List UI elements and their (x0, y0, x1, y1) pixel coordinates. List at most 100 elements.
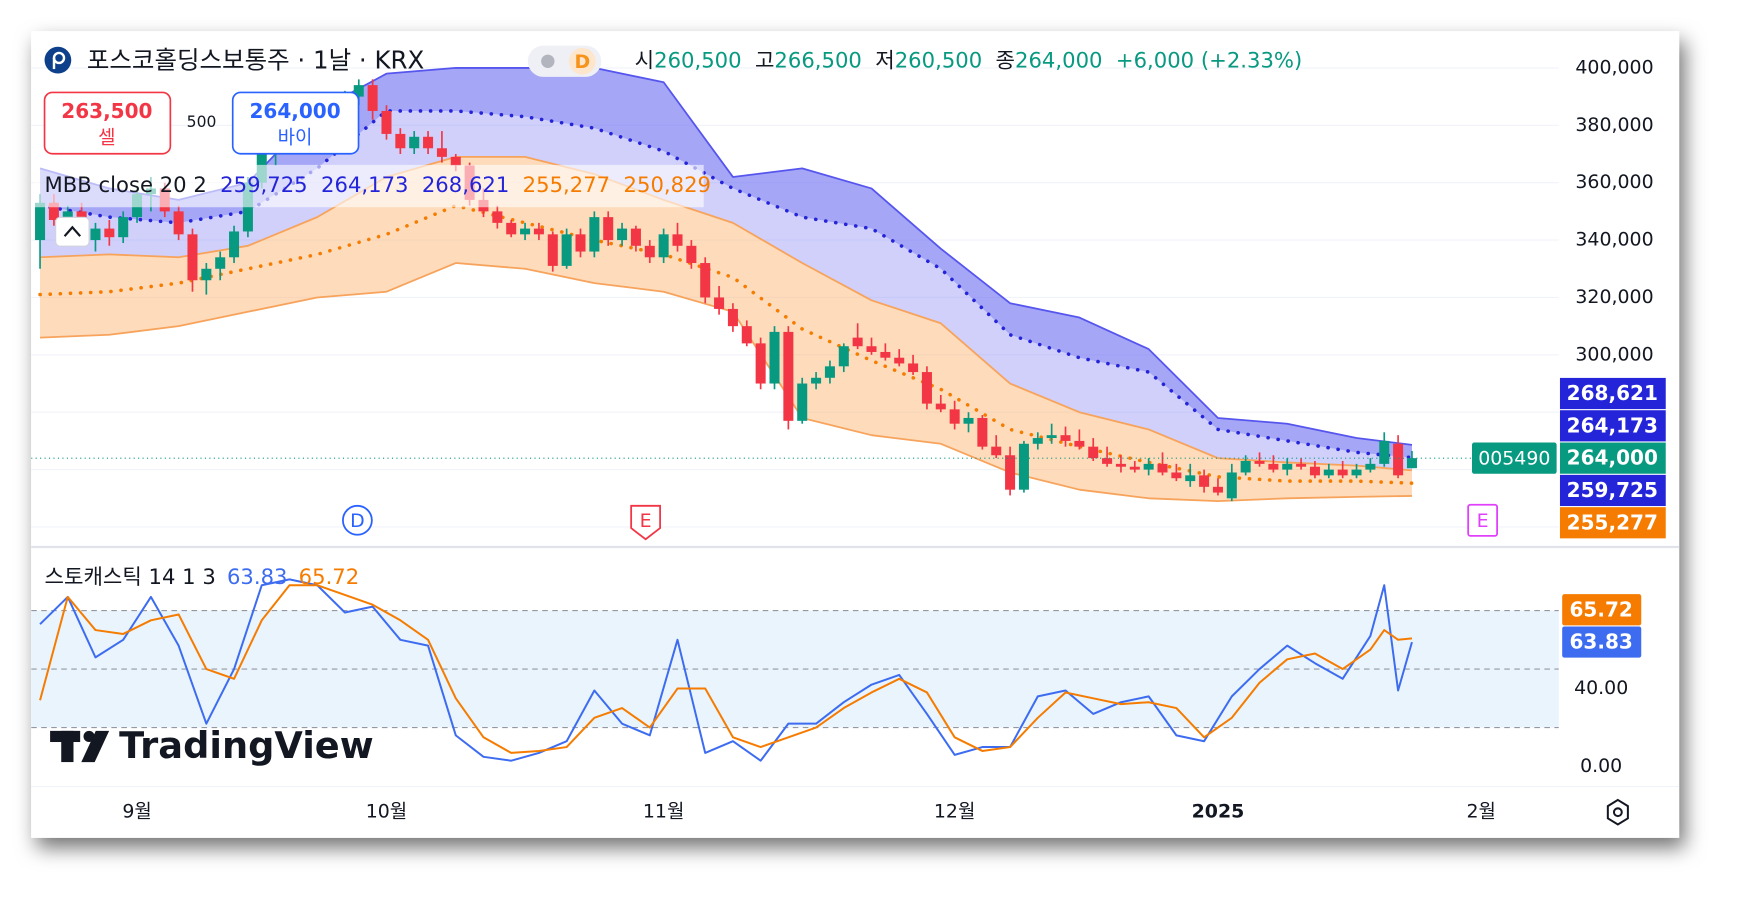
candle-body (617, 228, 628, 241)
candle-body (118, 217, 129, 238)
sell-button[interactable] (43, 91, 172, 155)
candle-body (409, 136, 420, 149)
y-tick-label: 340,000 (1575, 229, 1653, 251)
chart-title: 포스코홀딩스보통주 · 1날 · KRX (87, 45, 425, 74)
candle-body (1379, 440, 1390, 464)
overlay-layer: D 263,500 셀 500 264,000 바이 TradingView 포… (33, 45, 1666, 826)
event-label: D (350, 510, 365, 532)
settings-icon[interactable] (1606, 798, 1629, 826)
x-tick-label: 2월 (1467, 801, 1496, 823)
indicator-value: 250,829 (624, 172, 711, 197)
candle-body (1185, 475, 1196, 482)
change: +6,000 (+2.33%) (1116, 47, 1302, 72)
candle-body (533, 228, 544, 235)
stoch-value: 65.72 (299, 564, 360, 589)
candle-body (991, 446, 1002, 456)
event-marker (342, 504, 373, 536)
y-tick-label: 300,000 (1575, 343, 1653, 365)
candle-body (506, 222, 517, 235)
candle-body (949, 409, 960, 424)
candle-body (1337, 469, 1348, 476)
stochastic-pane (31, 578, 1559, 762)
candle-body (1102, 458, 1113, 464)
candle-body (769, 331, 780, 384)
price-tag-label: 264,000 (1567, 446, 1658, 470)
price-tag-label: 268,621 (1567, 381, 1658, 405)
event-marker (630, 504, 661, 541)
stoch-value: 63.83 (227, 564, 288, 589)
candle-body (908, 363, 919, 373)
candle-body (1074, 440, 1085, 447)
candle-body (1351, 469, 1362, 476)
candle-body (436, 148, 447, 157)
symbol-logo (44, 46, 72, 74)
candle-body (561, 234, 572, 266)
candle-body (1406, 458, 1417, 469)
candle-body (1393, 443, 1404, 476)
ohlc-label: 저 (875, 47, 894, 72)
ohlc-value: 260,500 (895, 47, 982, 72)
candle-body (880, 351, 891, 358)
badge-circle (568, 47, 596, 75)
watermark-logo (81, 730, 110, 763)
buy-button[interactable] (231, 91, 360, 155)
candle-body (1018, 443, 1029, 490)
candle-body (1254, 461, 1265, 464)
price-tag (1559, 507, 1666, 539)
price-tag-label: 264,173 (1567, 413, 1658, 437)
candle-body (963, 417, 974, 424)
sell-price: 263,500 (61, 99, 152, 123)
interval-badge-label: D (574, 51, 590, 73)
stoch-tick-label: 0.00 (1580, 755, 1622, 777)
candle-body (1323, 469, 1334, 476)
ohlc-value: 260,500 (654, 47, 741, 72)
band-line (40, 155, 1413, 472)
candle-body (1199, 475, 1210, 487)
symbol-tag-label: 005490 (1478, 448, 1550, 470)
candle-body (1032, 438, 1043, 444)
y-tick-label: 360,000 (1575, 171, 1653, 193)
price-tag-label: 255,277 (1567, 510, 1658, 534)
candle-body (1046, 435, 1057, 439)
candle-body (104, 228, 115, 238)
candle-body (921, 372, 932, 404)
legend-background (33, 164, 704, 208)
x-tick-label: 10월 (366, 801, 407, 823)
ohlc-value: 264,000 (1015, 47, 1102, 72)
indicator-value: 268,621 (422, 172, 509, 197)
candle-body (353, 85, 364, 97)
candle-body (1282, 463, 1293, 470)
stoch-label: 스토캐스틱 14 1 3 (45, 564, 216, 589)
band-line (39, 67, 1413, 446)
watermark-logo (83, 730, 95, 743)
candle-body (852, 337, 863, 347)
candle-body (520, 228, 531, 235)
candle-body (229, 231, 240, 258)
indicator-legend: MBB close 20 2 259,725 264,173 268,621 255,2… (45, 172, 711, 197)
stoch-tag-label: 65.72 (1569, 597, 1632, 621)
candle-body (894, 357, 905, 364)
candle-body (1171, 472, 1182, 479)
band-dotted-line (38, 109, 1414, 460)
collapse-button[interactable] (55, 216, 90, 247)
watermark: TradingView (119, 724, 374, 767)
y-tick-label: 400,000 (1575, 56, 1653, 78)
price-pane (31, 67, 1559, 528)
ohlc-label: 종 (996, 47, 1015, 72)
collapse-icon (63, 225, 82, 237)
ohlc-label: 시 (635, 47, 654, 72)
candle-body (450, 156, 461, 166)
candle-body (1212, 486, 1223, 493)
candle-body (672, 234, 683, 246)
candle-body (824, 366, 835, 378)
header-title: 포스코홀딩스보통주 · 1날 · KRX (87, 45, 425, 74)
candle-body (1143, 463, 1154, 470)
stoch-legend: 스토캐스틱 14 1 3 63.83 65.72 (45, 564, 360, 589)
sell-label: 셀 (98, 127, 115, 149)
candle-body (35, 202, 46, 241)
candle-body (1129, 466, 1140, 470)
ohlc-legend: 시260,500 고266,500 저260,500 종264,000 +6,000 (… (635, 47, 1303, 72)
indicator-value: 259,725 (220, 172, 307, 197)
candle-body (838, 346, 849, 367)
